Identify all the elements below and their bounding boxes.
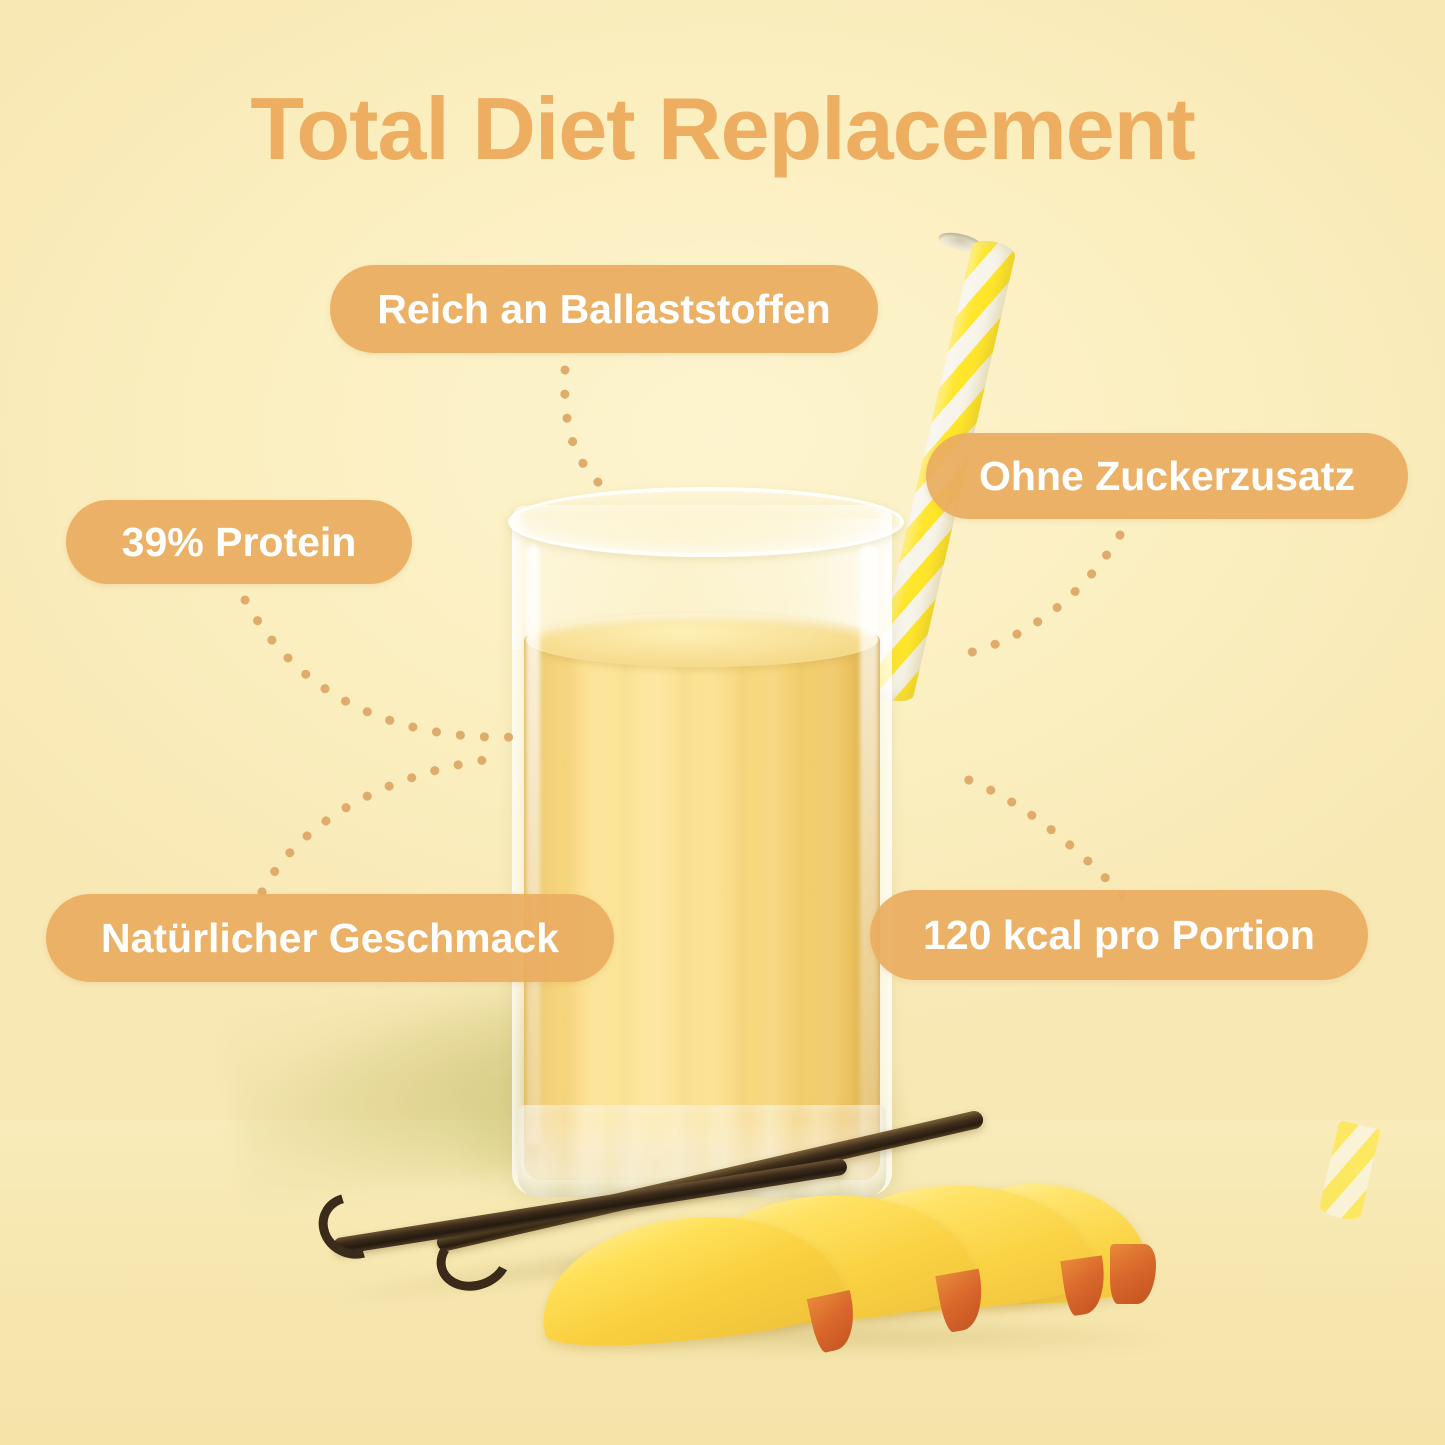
mango-peel-4 — [1110, 1244, 1156, 1304]
liquid-surface — [526, 613, 878, 667]
feature-pill-sugar[interactable]: Ohne Zuckerzusatz — [926, 433, 1408, 519]
drinking-glass — [508, 487, 1381, 1223]
glass-highlight-left — [526, 545, 540, 1145]
glass-highlight-right — [860, 545, 878, 1145]
feature-pill-protein[interactable]: 39% Protein — [66, 500, 412, 584]
feature-pill-fiber[interactable]: Reich an Ballaststoffen — [330, 265, 878, 353]
page-title: Total Diet Replacement — [250, 79, 1196, 178]
glass-rim — [508, 487, 904, 557]
feature-pill-kcal[interactable]: 120 kcal pro Portion — [870, 890, 1368, 980]
feature-pill-taste[interactable]: Natürlicher Geschmack — [46, 894, 614, 982]
